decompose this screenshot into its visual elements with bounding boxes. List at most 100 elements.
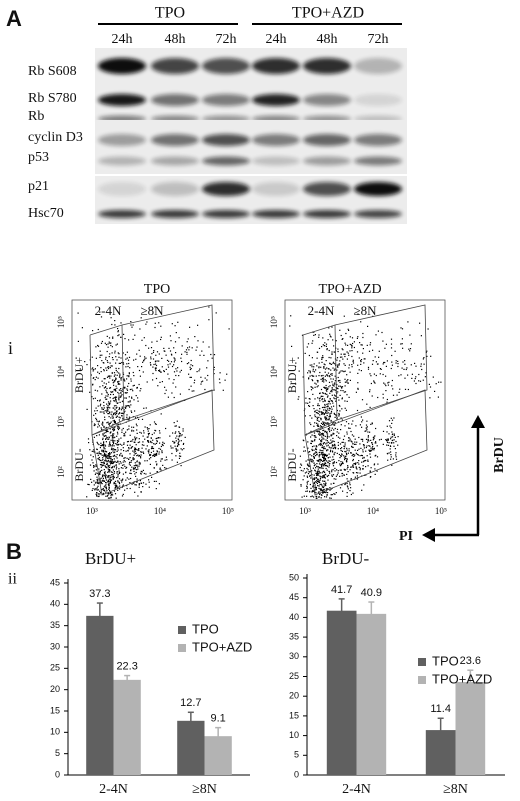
dot	[339, 443, 342, 445]
dot	[175, 440, 177, 442]
dot	[327, 403, 329, 405]
dot	[331, 408, 333, 410]
dot	[313, 371, 316, 373]
dot	[366, 426, 368, 428]
dot	[313, 453, 315, 455]
dot	[134, 439, 136, 441]
dot	[387, 459, 389, 461]
bar	[326, 610, 357, 775]
dot	[137, 397, 139, 399]
dot	[181, 434, 183, 436]
dot	[326, 450, 328, 452]
dot	[335, 414, 337, 416]
dot	[390, 451, 392, 453]
dot	[326, 422, 328, 424]
y-tick-label: 0	[55, 769, 60, 779]
value-label: 23.6	[460, 655, 481, 667]
dot	[331, 381, 333, 383]
dot	[113, 405, 116, 407]
dot	[91, 450, 93, 452]
dot	[128, 396, 130, 398]
dot	[110, 375, 112, 377]
band	[252, 210, 300, 218]
dot	[333, 412, 335, 414]
dot	[377, 330, 379, 332]
dot	[138, 463, 140, 465]
dot	[129, 453, 131, 455]
dot	[401, 367, 403, 369]
dot	[318, 420, 320, 422]
dot	[303, 475, 305, 477]
dot	[146, 381, 148, 383]
dot	[321, 467, 323, 469]
dot	[114, 400, 116, 402]
dot	[102, 477, 104, 479]
dot	[124, 392, 126, 394]
band	[252, 156, 300, 166]
band	[202, 156, 250, 166]
dot	[332, 378, 334, 380]
dot	[316, 459, 318, 462]
band	[303, 156, 351, 166]
x-tick-label: 10⁴	[154, 506, 166, 516]
dot	[113, 397, 115, 399]
dot	[313, 456, 315, 458]
dot	[316, 422, 318, 424]
dot	[204, 388, 206, 391]
row-label: Rb S780	[28, 91, 77, 106]
dot	[313, 375, 315, 377]
dot	[390, 456, 392, 458]
dot	[306, 481, 308, 483]
dot	[387, 384, 389, 386]
dot	[140, 454, 142, 456]
dot	[317, 460, 319, 462]
dot	[141, 444, 143, 446]
dot	[326, 374, 328, 376]
dot	[102, 434, 104, 436]
dot	[330, 435, 332, 437]
dot	[323, 475, 326, 477]
dot	[108, 461, 110, 463]
dot	[358, 357, 360, 359]
dot	[367, 435, 369, 437]
dot	[147, 433, 149, 435]
dot	[370, 447, 372, 449]
dot	[95, 413, 97, 415]
dot	[163, 347, 165, 349]
dot	[437, 396, 439, 398]
dot	[321, 464, 323, 467]
dot	[134, 484, 136, 486]
dot	[324, 400, 326, 402]
dot	[193, 382, 195, 384]
dot	[127, 419, 129, 421]
dot	[358, 466, 360, 468]
dot	[160, 336, 162, 338]
dot	[319, 481, 321, 484]
dot	[134, 466, 136, 469]
dot	[114, 487, 116, 489]
dot	[326, 455, 328, 457]
dot	[369, 342, 372, 344]
dot	[160, 460, 162, 462]
dot	[118, 398, 120, 400]
dot	[408, 348, 410, 350]
dot	[333, 424, 335, 426]
dot	[105, 395, 107, 397]
dot	[401, 338, 403, 340]
gate	[302, 324, 338, 436]
dot	[96, 390, 99, 392]
dot	[414, 378, 416, 380]
dot	[149, 454, 151, 457]
dot	[334, 380, 336, 382]
dot	[102, 458, 104, 461]
gate-label: BrDU-	[285, 448, 299, 481]
dot	[324, 345, 326, 347]
dot	[143, 472, 145, 475]
dot	[326, 437, 328, 439]
dot	[130, 410, 132, 412]
dot	[102, 422, 104, 424]
dot	[348, 367, 350, 369]
dot	[355, 443, 357, 445]
dot	[324, 464, 326, 466]
dot	[108, 337, 111, 339]
